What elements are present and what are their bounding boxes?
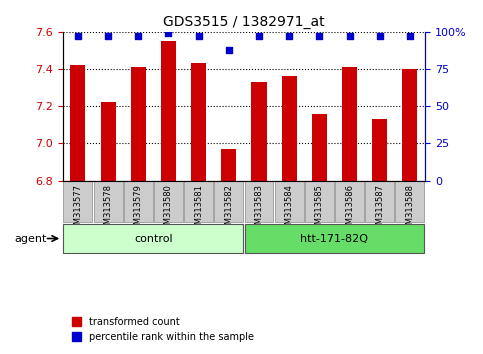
FancyBboxPatch shape: [154, 181, 183, 222]
Text: GSM313577: GSM313577: [73, 184, 83, 235]
Bar: [252, 82, 267, 181]
Text: GSM313585: GSM313585: [315, 184, 324, 235]
Point: [165, 30, 172, 36]
FancyBboxPatch shape: [244, 224, 425, 253]
Text: GSM313588: GSM313588: [405, 184, 414, 235]
Point: [406, 34, 414, 39]
FancyBboxPatch shape: [63, 181, 92, 222]
Bar: [191, 63, 206, 181]
Text: GSM313581: GSM313581: [194, 184, 203, 235]
Point: [195, 34, 202, 39]
Point: [376, 34, 384, 39]
Point: [255, 34, 263, 39]
Point: [285, 34, 293, 39]
Text: GSM313587: GSM313587: [375, 184, 384, 235]
FancyBboxPatch shape: [365, 181, 394, 222]
Bar: [402, 69, 417, 181]
Text: GSM313586: GSM313586: [345, 184, 354, 235]
FancyBboxPatch shape: [396, 181, 425, 222]
Bar: [100, 103, 115, 181]
Bar: [312, 114, 327, 181]
FancyBboxPatch shape: [244, 181, 273, 222]
Bar: [221, 149, 236, 181]
FancyBboxPatch shape: [124, 181, 153, 222]
Text: htt-171-82Q: htt-171-82Q: [300, 234, 369, 244]
FancyBboxPatch shape: [184, 181, 213, 222]
Text: GSM313580: GSM313580: [164, 184, 173, 235]
FancyBboxPatch shape: [214, 181, 243, 222]
Text: control: control: [134, 234, 172, 244]
FancyBboxPatch shape: [275, 181, 304, 222]
Text: GSM313582: GSM313582: [224, 184, 233, 235]
Text: agent: agent: [14, 234, 47, 244]
FancyBboxPatch shape: [335, 181, 364, 222]
FancyBboxPatch shape: [94, 181, 123, 222]
Bar: [71, 65, 85, 181]
Point: [315, 34, 323, 39]
Text: GSM313579: GSM313579: [134, 184, 143, 235]
Bar: [282, 76, 297, 181]
Point: [134, 34, 142, 39]
FancyBboxPatch shape: [63, 224, 243, 253]
Bar: [372, 119, 387, 181]
Legend: transformed count, percentile rank within the sample: transformed count, percentile rank withi…: [68, 313, 258, 346]
FancyBboxPatch shape: [305, 181, 334, 222]
Text: GSM313578: GSM313578: [103, 184, 113, 235]
Bar: [342, 67, 357, 181]
Point: [225, 47, 233, 52]
Point: [346, 34, 354, 39]
Text: GSM313583: GSM313583: [255, 184, 264, 235]
Bar: [131, 67, 146, 181]
Title: GDS3515 / 1382971_at: GDS3515 / 1382971_at: [163, 16, 325, 29]
Point: [74, 34, 82, 39]
Point: [104, 34, 112, 39]
Bar: [161, 41, 176, 181]
Text: GSM313584: GSM313584: [284, 184, 294, 235]
